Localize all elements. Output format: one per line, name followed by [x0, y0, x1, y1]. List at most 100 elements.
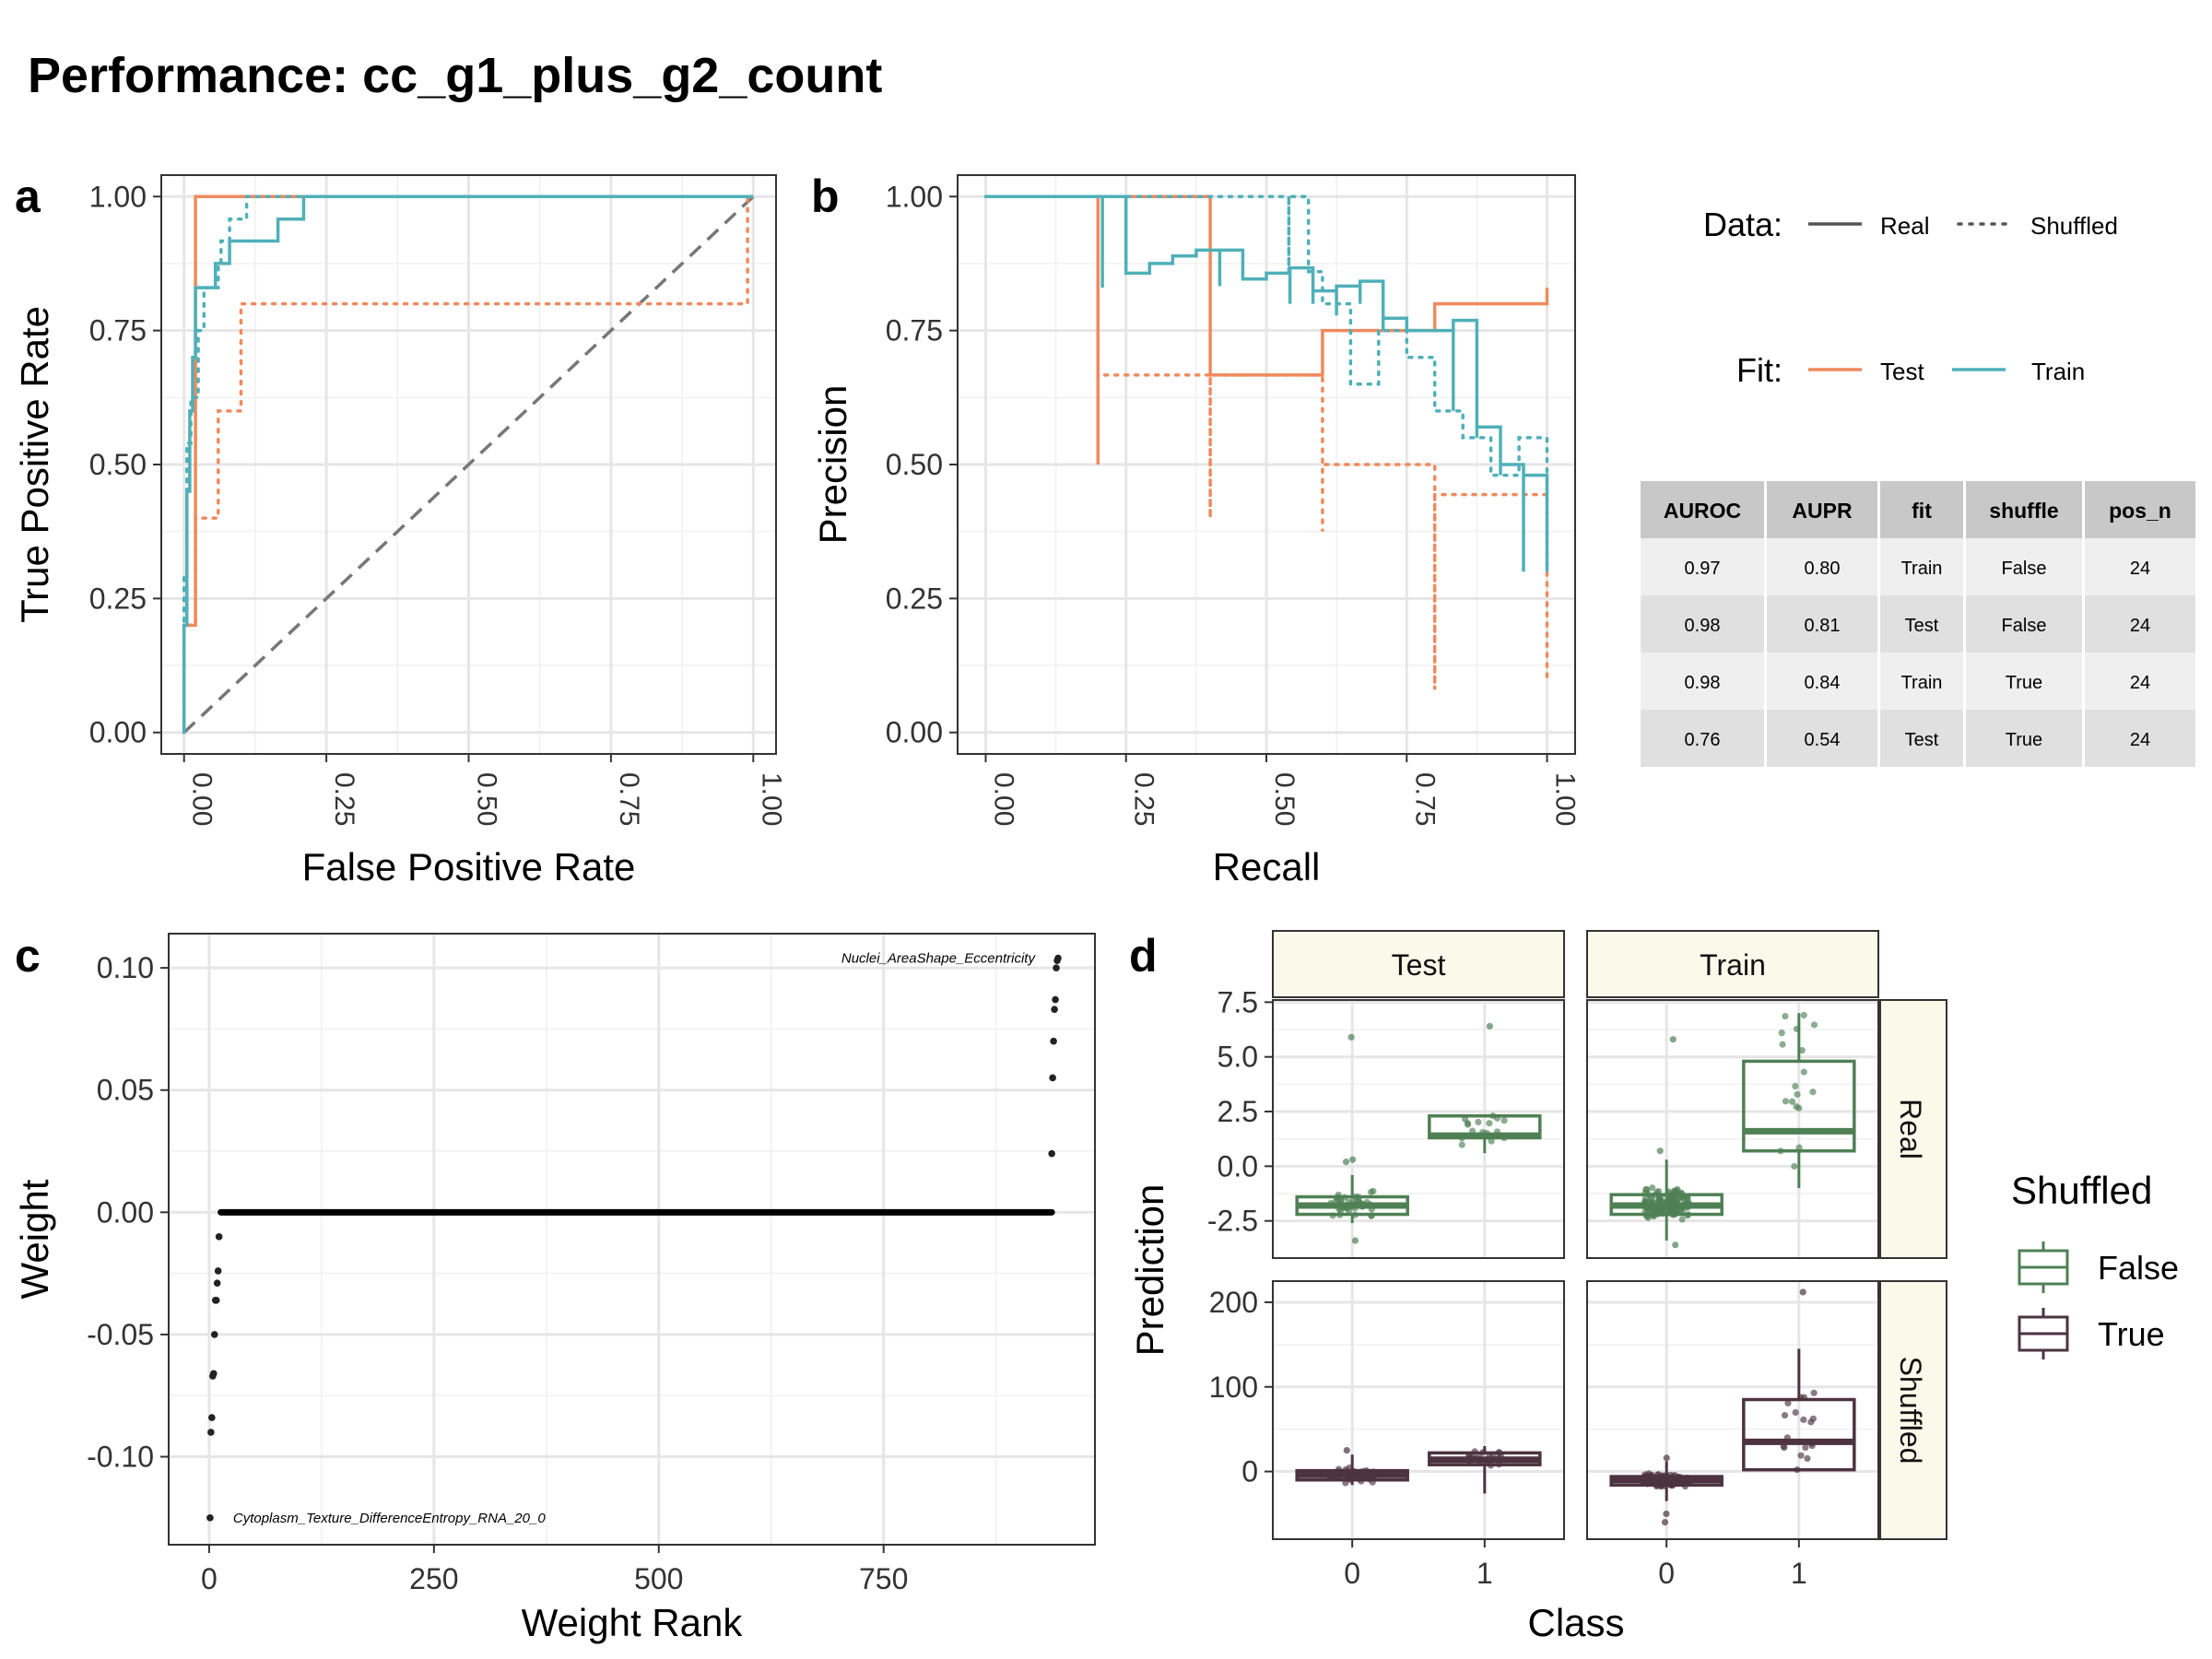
fit-legend-title: Fit:: [1736, 351, 1783, 389]
prediction-point: [1792, 1082, 1799, 1090]
table-header-cell: [1966, 481, 2082, 538]
weight-point: [1053, 964, 1060, 971]
plot-border: [1586, 1280, 1879, 1540]
weight-point: [212, 1297, 220, 1304]
table-cell: [1641, 710, 1764, 767]
outlier-point: [1799, 1288, 1806, 1296]
x-axis-title: Weight Rank: [522, 1601, 744, 1644]
table-cell-value: Train: [1901, 673, 1943, 693]
prediction-point: [1792, 1408, 1799, 1417]
y-tick-label: 0.00: [886, 716, 943, 749]
table-cell: [1767, 538, 1877, 595]
y-tick-label: 100: [1209, 1371, 1258, 1404]
prediction-point: [1800, 1068, 1807, 1076]
table-cell-value: 0.84: [1805, 673, 1841, 693]
y-axis-title: True Positive Rate: [13, 306, 56, 623]
weights-chart: Nuclei_AreaShape_Eccentricity Cytoplasm_T…: [13, 933, 1096, 1644]
y-tick-label: 0.75: [89, 314, 147, 347]
prediction-point: [1458, 1141, 1465, 1148]
facet-strip-train: [1586, 930, 1879, 998]
fit-legend-test-label: Test: [1880, 358, 1924, 385]
plot-border: [168, 933, 1096, 1546]
prediction-point: [1784, 1399, 1792, 1407]
prediction-point: [1678, 1216, 1686, 1223]
weight-point: [213, 1279, 221, 1288]
panel-label-c: c: [15, 930, 41, 982]
table-cell: [2085, 710, 2195, 767]
stats-table: AUROC AUPR fit shuffle pos_n 0.97 0.80 Train Fal…: [1641, 481, 2195, 767]
data-legend-title: Data:: [1703, 206, 1783, 243]
prediction-point: [1781, 1444, 1788, 1452]
y-tick-label: 7.5: [1218, 985, 1258, 1018]
table-cell-value: 0.80: [1805, 559, 1841, 579]
y-tick-label: 0.05: [97, 1074, 154, 1107]
x-tick-label: 0: [1344, 1557, 1360, 1590]
table-cell-value: Test: [1905, 730, 1939, 750]
facet-train-real: [1586, 999, 1879, 1259]
x-tick-label: 0.00: [187, 772, 218, 826]
prediction-point: [1644, 1214, 1652, 1221]
annotation-bottom-feature: Cytoplasm_Texture_DifferenceEntropy_RNA_…: [233, 1511, 546, 1526]
facet-strip-label: Real: [1894, 1099, 1927, 1159]
prediction-point: [1475, 1118, 1482, 1126]
table-cell: [1641, 538, 1764, 595]
weight-point: [215, 1233, 223, 1241]
plot-border: [1272, 999, 1565, 1259]
x-axis-title: Class: [1527, 1601, 1624, 1644]
y-tick-label: -0.10: [87, 1441, 154, 1474]
weight-point: [1054, 954, 1062, 962]
outlier-point: [1663, 1454, 1670, 1462]
table-cell: [1767, 653, 1877, 710]
facet-strip-test: [1272, 930, 1565, 998]
outlier-point: [1656, 1147, 1664, 1155]
x-tick-label: 750: [859, 1562, 908, 1595]
prediction-point: [1804, 1454, 1811, 1463]
table-cell: [2085, 595, 2195, 653]
x-tick-label: 0: [201, 1562, 218, 1595]
table-cell-value: Train: [1901, 559, 1943, 579]
plot-background: [1273, 1281, 1564, 1539]
box-body: [1742, 1397, 1856, 1472]
plot-border: [1586, 999, 1879, 1259]
table-cell: [1966, 538, 2082, 595]
facet-test-real: -2.5 0.0 2.5 5.0 7.5: [1207, 985, 1565, 1259]
table-cell-value: True: [2006, 730, 2042, 750]
table-header-cell: [2085, 481, 2195, 538]
table-cell-value: 24: [2130, 730, 2150, 750]
outlier-point: [1486, 1022, 1493, 1030]
table-cell: [1880, 595, 1963, 653]
outlier-point: [1663, 1510, 1670, 1518]
weight-point: [210, 1331, 218, 1338]
facet-strip-label: Shuffled: [1894, 1357, 1927, 1465]
x-axis-title: Recall: [1213, 845, 1321, 888]
weight-point: [1052, 995, 1059, 1004]
table-cell: [1880, 710, 1963, 767]
table-cell-value: 0.98: [1685, 673, 1721, 693]
series-test-shuffled: [182, 194, 756, 735]
x-tick-label: 0.25: [329, 772, 359, 826]
figure-title: Performance: cc_g1_plus_g2_count: [28, 48, 882, 103]
table-cell-value: 0.81: [1805, 616, 1841, 636]
prediction-point: [1809, 1088, 1817, 1096]
prediction-point: [1665, 1197, 1672, 1205]
facet-strip-label: Train: [1700, 948, 1766, 982]
outlier-point: [1672, 1241, 1679, 1249]
x-tick-label: 0.00: [988, 772, 1018, 826]
y-tick-label: 1.00: [886, 180, 943, 213]
fit-legend: Fit: Test Train: [1736, 351, 2085, 389]
shuffled-legend-false-label: False: [2098, 1249, 2179, 1287]
table-header-label: fit: [1912, 499, 1932, 523]
plot-background: [1273, 1000, 1564, 1258]
shuffled-legend-title: Shuffled: [2011, 1169, 2152, 1212]
outlier-point: [1351, 1237, 1359, 1244]
table-header-cell: [1767, 481, 1877, 538]
panel-label-b: b: [811, 171, 840, 222]
table-cell: [1966, 653, 2082, 710]
weight-point: [1049, 1074, 1056, 1082]
table-header-label: AUROC: [1664, 499, 1741, 523]
prediction-point: [1802, 1444, 1809, 1452]
data-legend-real-label: Real: [1880, 212, 1929, 240]
outlier-point: [1342, 1158, 1350, 1166]
